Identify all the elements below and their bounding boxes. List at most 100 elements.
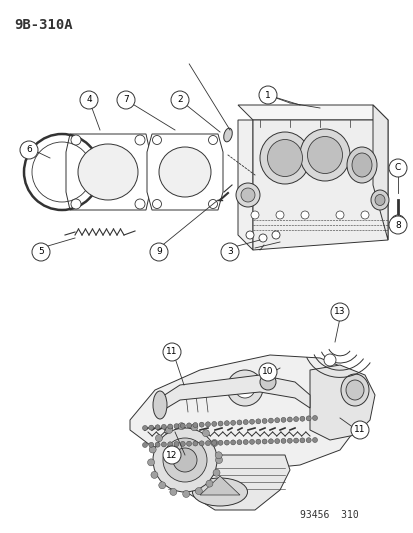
- Text: C: C: [394, 164, 400, 173]
- Text: 11: 11: [166, 348, 177, 357]
- Circle shape: [155, 434, 162, 442]
- Circle shape: [249, 419, 254, 424]
- Circle shape: [335, 211, 343, 219]
- Text: 3: 3: [227, 247, 232, 256]
- Circle shape: [169, 488, 176, 496]
- Polygon shape: [66, 134, 150, 210]
- Circle shape: [205, 480, 212, 487]
- Circle shape: [268, 439, 273, 444]
- Text: 2: 2: [177, 95, 183, 104]
- Polygon shape: [237, 105, 387, 120]
- Circle shape: [235, 378, 254, 398]
- Circle shape: [148, 425, 153, 430]
- Circle shape: [293, 438, 298, 443]
- Polygon shape: [147, 134, 223, 210]
- Circle shape: [161, 442, 166, 447]
- Circle shape: [259, 374, 275, 390]
- Circle shape: [350, 421, 368, 439]
- Circle shape: [199, 441, 204, 446]
- Circle shape: [230, 440, 235, 445]
- Circle shape: [211, 422, 216, 426]
- Circle shape: [208, 199, 217, 208]
- Circle shape: [135, 135, 145, 145]
- Circle shape: [360, 211, 368, 219]
- Circle shape: [155, 442, 160, 447]
- Circle shape: [261, 418, 266, 423]
- Circle shape: [199, 422, 204, 427]
- Circle shape: [205, 422, 210, 427]
- Ellipse shape: [78, 144, 138, 200]
- Circle shape: [236, 420, 241, 425]
- Circle shape: [152, 199, 161, 208]
- Circle shape: [235, 183, 259, 207]
- Circle shape: [148, 442, 153, 447]
- Circle shape: [71, 135, 81, 145]
- Circle shape: [300, 211, 308, 219]
- Polygon shape: [237, 120, 252, 250]
- Circle shape: [213, 469, 219, 477]
- Ellipse shape: [159, 147, 211, 197]
- Circle shape: [218, 440, 223, 445]
- Circle shape: [142, 425, 147, 431]
- Circle shape: [299, 416, 304, 421]
- Ellipse shape: [259, 132, 309, 184]
- Ellipse shape: [299, 129, 349, 181]
- Circle shape: [259, 86, 276, 104]
- Polygon shape: [159, 375, 309, 412]
- Circle shape: [135, 199, 145, 209]
- Circle shape: [215, 452, 222, 459]
- Polygon shape: [372, 105, 387, 240]
- Circle shape: [202, 430, 209, 437]
- Polygon shape: [309, 365, 374, 440]
- Text: 93456  310: 93456 310: [299, 510, 358, 520]
- Circle shape: [161, 424, 166, 430]
- Circle shape: [226, 370, 262, 406]
- Circle shape: [218, 421, 223, 426]
- Circle shape: [153, 428, 216, 492]
- Circle shape: [240, 188, 254, 202]
- Circle shape: [163, 446, 180, 464]
- Circle shape: [274, 418, 279, 423]
- Circle shape: [306, 416, 311, 421]
- Circle shape: [250, 211, 259, 219]
- Circle shape: [306, 438, 311, 443]
- Ellipse shape: [351, 153, 371, 177]
- Text: 4: 4: [86, 95, 92, 104]
- Circle shape: [71, 199, 81, 209]
- Circle shape: [152, 135, 161, 144]
- Polygon shape: [199, 476, 240, 495]
- Circle shape: [149, 446, 156, 453]
- Circle shape: [195, 488, 202, 495]
- Circle shape: [259, 363, 276, 381]
- Circle shape: [180, 441, 185, 447]
- Ellipse shape: [340, 374, 368, 406]
- Circle shape: [163, 438, 206, 482]
- Circle shape: [224, 440, 229, 445]
- Circle shape: [173, 448, 197, 472]
- Circle shape: [280, 417, 285, 422]
- Circle shape: [268, 418, 273, 423]
- Circle shape: [186, 423, 191, 428]
- Ellipse shape: [153, 391, 166, 419]
- Ellipse shape: [307, 136, 342, 174]
- Circle shape: [158, 482, 165, 489]
- Circle shape: [249, 439, 254, 445]
- Circle shape: [80, 91, 98, 109]
- Text: 12: 12: [166, 450, 177, 459]
- Circle shape: [330, 303, 348, 321]
- Circle shape: [186, 441, 191, 446]
- Text: 10: 10: [261, 367, 273, 376]
- Circle shape: [155, 425, 160, 430]
- Circle shape: [271, 231, 279, 239]
- Circle shape: [236, 440, 241, 445]
- Polygon shape: [252, 120, 387, 250]
- Circle shape: [243, 440, 248, 445]
- Circle shape: [205, 441, 210, 446]
- Circle shape: [192, 423, 197, 427]
- Ellipse shape: [374, 195, 384, 206]
- Circle shape: [388, 216, 406, 234]
- Text: 5: 5: [38, 247, 44, 256]
- Circle shape: [165, 426, 172, 433]
- Text: 9B-310A: 9B-310A: [14, 18, 72, 32]
- Circle shape: [224, 421, 229, 426]
